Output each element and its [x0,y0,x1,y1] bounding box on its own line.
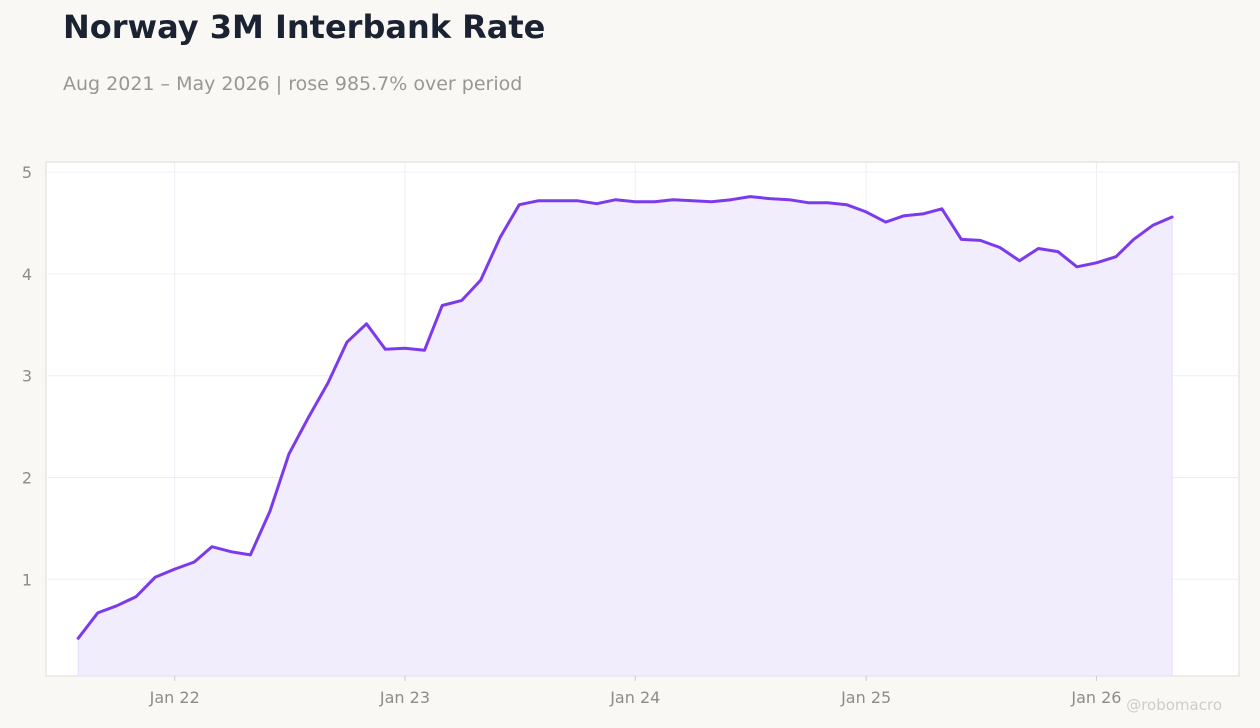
y-axis-ticks: 1 2 3 4 5 [22,163,32,589]
x-axis-ticks: Jan 22 Jan 23 Jan 24 Jan 25 Jan 26 [149,676,1121,707]
x-tick-label: Jan 23 [379,688,430,707]
x-tick-label: Jan 26 [1070,688,1121,707]
watermark: @robomacro [1126,696,1222,714]
x-tick-label: Jan 24 [609,688,660,707]
x-tick-label: Jan 22 [149,688,200,707]
y-tick-label: 3 [22,367,32,386]
y-tick-label: 5 [22,163,32,182]
x-tick-label: Jan 25 [840,688,891,707]
y-tick-label: 2 [22,469,32,488]
y-tick-label: 4 [22,265,32,284]
chart-title: Norway 3M Interbank Rate [63,8,546,46]
y-tick-label: 1 [22,570,32,589]
chart-subtitle: Aug 2021 – May 2026 | rose 985.7% over p… [63,73,523,95]
series-line [76,195,1174,640]
